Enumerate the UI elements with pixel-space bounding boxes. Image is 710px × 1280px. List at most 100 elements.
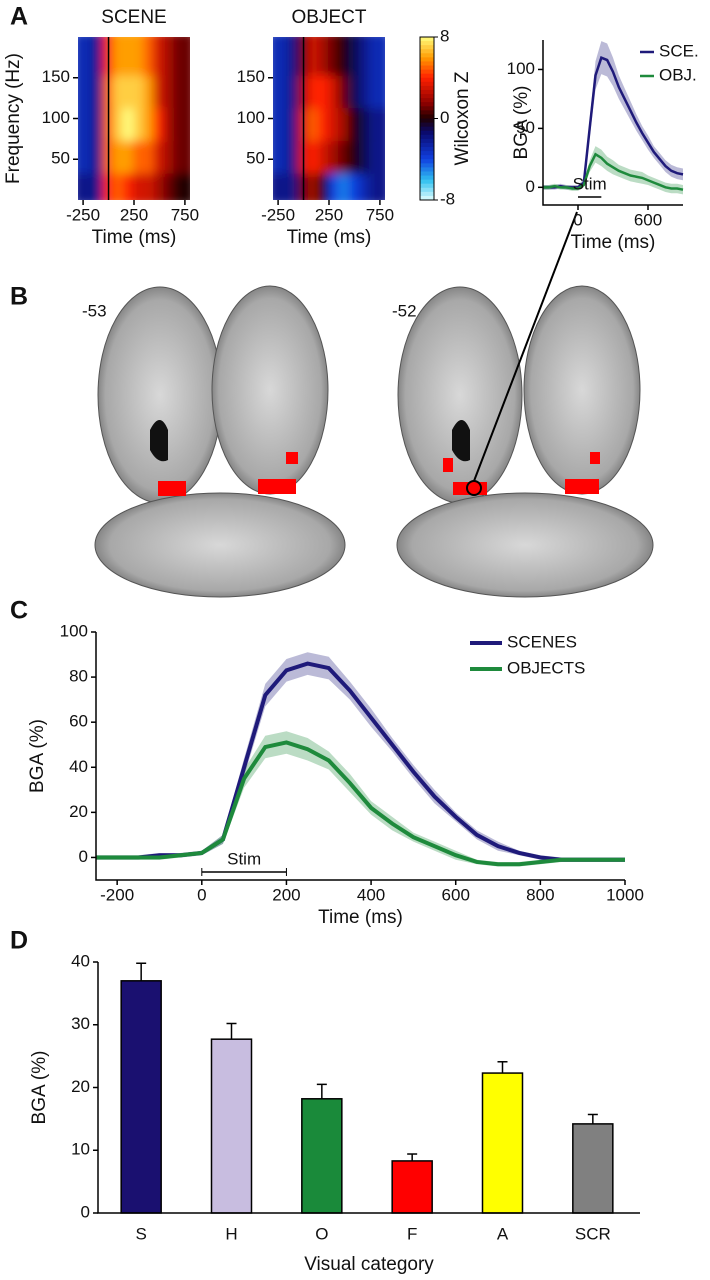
colorbar-step: [420, 183, 434, 189]
legend-label: SCENES: [507, 632, 577, 651]
colorbar-step: [420, 138, 434, 144]
colorbar-step: [420, 89, 434, 95]
error-band: [96, 731, 625, 867]
y-tick-label: 40: [69, 757, 88, 776]
panel-label: B: [10, 283, 28, 311]
colorbar-step: [420, 147, 434, 152]
colorbar-step: [420, 65, 434, 71]
colorbar-step: [420, 151, 434, 156]
chart-title: SCENE: [101, 7, 166, 28]
x-tick-label: 250: [315, 205, 343, 224]
error-band: [543, 146, 683, 195]
bar: [120, 980, 162, 1214]
colorbar-step: [420, 53, 434, 58]
stim-label: Stim: [227, 849, 261, 868]
axes: [542, 40, 683, 206]
x-axis-label: Time (ms): [318, 907, 403, 928]
colorbar-step: [420, 69, 434, 75]
bar: [481, 1072, 524, 1214]
x-tick-label: 600: [634, 210, 662, 229]
axes: [95, 632, 625, 881]
y-tick-label: 100: [237, 108, 265, 127]
colorbar-step: [420, 142, 434, 148]
x-tick-label: 0: [197, 885, 206, 904]
x-tick-label: A: [497, 1224, 509, 1243]
y-axis-label: BGA (%): [27, 719, 48, 793]
colorbar-step: [420, 98, 434, 103]
legend-label: OBJECTS: [507, 658, 585, 677]
x-tick-label: -200: [100, 885, 134, 904]
y-axis-label: BGA (%): [511, 86, 532, 160]
heatmap: [78, 37, 190, 200]
slice-label: -52: [392, 301, 417, 320]
colorbar-step: [420, 45, 434, 50]
x-tick-label: 600: [442, 885, 470, 904]
y-tick-label: 50: [516, 118, 535, 137]
bar: [210, 1038, 253, 1214]
x-tick-label: 0: [573, 210, 582, 229]
x-tick-label: H: [225, 1224, 237, 1243]
colorbar-label: Wilcoxon Z: [452, 71, 473, 165]
y-tick-label: 150: [237, 67, 265, 86]
colorbar-step: [420, 175, 434, 181]
y-tick-label: 60: [69, 712, 88, 731]
colorbar-step: [420, 179, 434, 185]
heatmap-cells: [273, 37, 385, 200]
colorbar-step: [420, 163, 434, 168]
chart-title: OBJECT: [292, 7, 367, 28]
colorbar-step: [420, 191, 434, 197]
y-tick-label: 20: [69, 802, 88, 821]
y-tick-label: 50: [51, 149, 70, 168]
y-tick-label: 20: [71, 1077, 90, 1096]
slice-label: -53: [82, 301, 107, 320]
y-tick-label: 100: [60, 621, 88, 640]
y-tick-label: 100: [42, 108, 70, 127]
brain-slice: [396, 211, 654, 598]
colorbar-step: [420, 122, 434, 128]
panel-label: D: [10, 927, 28, 955]
x-tick-label: -250: [66, 205, 100, 224]
y-axis-label: BGA (%): [29, 1051, 50, 1125]
colorbar-step: [420, 171, 434, 177]
legend-label: SCE.: [659, 41, 699, 60]
colorbar-step: [420, 81, 434, 87]
x-tick-label: 400: [357, 885, 385, 904]
colorbar-step: [420, 134, 434, 140]
y-tick-label: 80: [69, 667, 88, 686]
colorbar-step: [420, 57, 434, 62]
panel-label: A: [10, 3, 28, 31]
colorbar-step: [420, 155, 434, 160]
axes: [97, 962, 640, 1214]
heatmap-cell: [173, 37, 190, 76]
y-tick-label: 0: [81, 1202, 90, 1221]
colorbar-step: [420, 61, 434, 67]
x-tick-label: 1000: [606, 885, 644, 904]
x-tick-label: 750: [366, 205, 394, 224]
brain-slice: [94, 285, 346, 598]
x-tick-label: S: [135, 1224, 146, 1243]
heatmap-cell: [368, 37, 385, 76]
colorbar-step: [420, 118, 434, 124]
x-tick-label: F: [407, 1224, 417, 1243]
y-tick-label: 50: [246, 149, 265, 168]
series-line: [96, 740, 625, 867]
heatmap: [273, 37, 385, 200]
colorbar-step: [420, 126, 434, 132]
y-tick-label: 40: [71, 951, 90, 970]
y-tick-label: 100: [507, 59, 535, 78]
colorbar-step: [420, 85, 434, 91]
x-axis-label: Time (ms): [571, 232, 656, 253]
colorbar-step: [420, 77, 434, 83]
error-band: [96, 652, 625, 862]
y-tick-label: 150: [42, 67, 70, 86]
series-line: [543, 152, 684, 191]
series-line: [96, 661, 625, 862]
panel-label: C: [10, 597, 28, 625]
colorbar-step: [420, 114, 434, 119]
x-tick-label: -250: [261, 205, 295, 224]
colorbar-step: [420, 49, 434, 54]
x-axis-label: Time (ms): [287, 227, 372, 248]
bar: [572, 1123, 614, 1214]
colorbar-step: [420, 73, 434, 79]
colorbar-step: [420, 159, 434, 164]
